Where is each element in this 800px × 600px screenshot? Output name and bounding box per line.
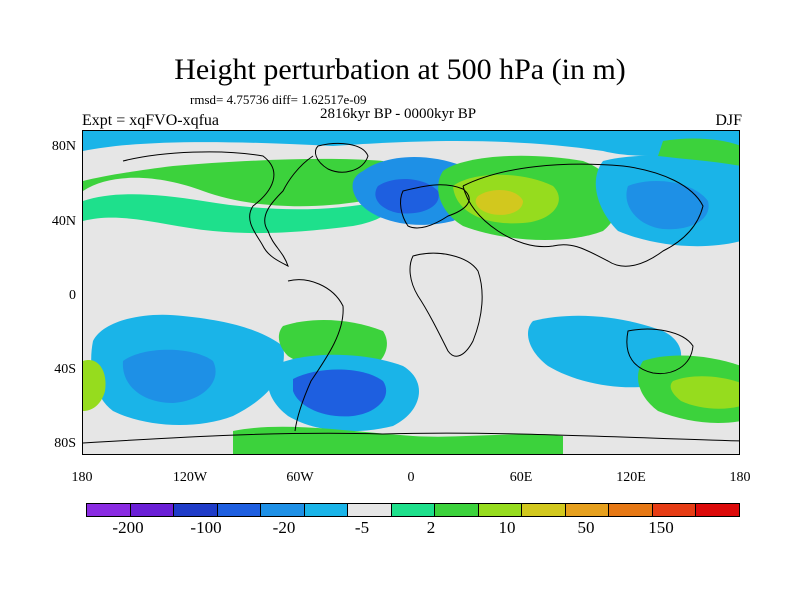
colorbar-swatch [87,504,131,516]
colorbar-swatch [609,504,653,516]
lon-label-120e: 120E [616,470,646,485]
colorbar-swatch [565,504,610,516]
contour-yellowgreen-se-pacific [670,376,739,409]
period-text: 2816kyr BP - 0000kyr BP [320,106,477,122]
contour-blue-spacific [122,349,216,403]
contour-green-npacific [658,138,739,166]
coast-europe [400,184,470,229]
coastlines [83,143,739,444]
colorbar [86,503,740,517]
map-panel [82,130,740,455]
colorbar-label: -100 [190,518,222,537]
lon-label-0: 0 [407,470,415,485]
colorbar-swatch [261,504,305,516]
colorbar-swatch [174,504,218,516]
colorbar-swatch [478,504,523,516]
colorbar-swatch [217,504,262,516]
lon-label-60e: 60E [509,470,533,485]
colorbar-label: 150 [648,518,674,537]
colorbar-swatch [348,504,392,516]
coast-greenland [315,143,369,173]
colorbar-swatch [696,504,739,516]
lat-label-40n: 40N [51,214,76,229]
coast-asia [462,163,704,267]
colorbar-label: 2 [426,518,436,537]
lon-label-120w: 120W [172,470,208,485]
chart-title: Height perturbation at 500 hPa (in m) [174,53,626,86]
colorbar-swatch [522,504,566,516]
experiment-label: Expt = xqFVO-xqfua [82,112,220,129]
colorbar-swatch [435,504,479,516]
colorbar-swatch [391,504,436,516]
contour-blue-natlantic-core [375,179,439,214]
height-field-svg [83,131,739,454]
contour-blue-asia [626,181,709,230]
lat-label-80n: 80N [51,139,76,154]
coast-africa [409,252,483,357]
colorbar-label: -200 [112,518,144,537]
season-label: DJF [715,112,742,129]
lat-label-eq: 0 [69,288,76,303]
coast-south-america [287,279,344,432]
colorbar-swatch [304,504,349,516]
contour-green-nh-west [83,158,387,207]
colorbar-swatch [130,504,175,516]
colorbar-swatch [652,504,697,516]
lat-label-40s: 40S [54,362,76,377]
coast-australia [626,328,694,375]
coast-north-america [122,151,314,267]
colorbar-label: 50 [577,518,595,537]
lon-label-180e: 180 [729,470,751,485]
contour-blue-arctic [83,131,739,161]
contour-blue-satlantic [293,369,387,417]
lon-label-180w: 180 [71,470,93,485]
colorbar-label: 10 [498,518,516,537]
colorbar-label: -20 [272,518,296,537]
contour-green-nh-cyan-west [83,194,392,234]
contour-green-southern [233,426,563,454]
contour-green-sw [83,360,106,411]
colorbar-label: -5 [354,518,370,537]
lon-label-60w: 60W [286,470,314,485]
lat-label-80s: 80S [54,436,76,451]
coast-antarctica [83,432,739,444]
stats-text: rmsd= 4.75736 diff= 1.62517e-09 [190,92,367,107]
contour-yellow-eurasia [475,189,523,215]
